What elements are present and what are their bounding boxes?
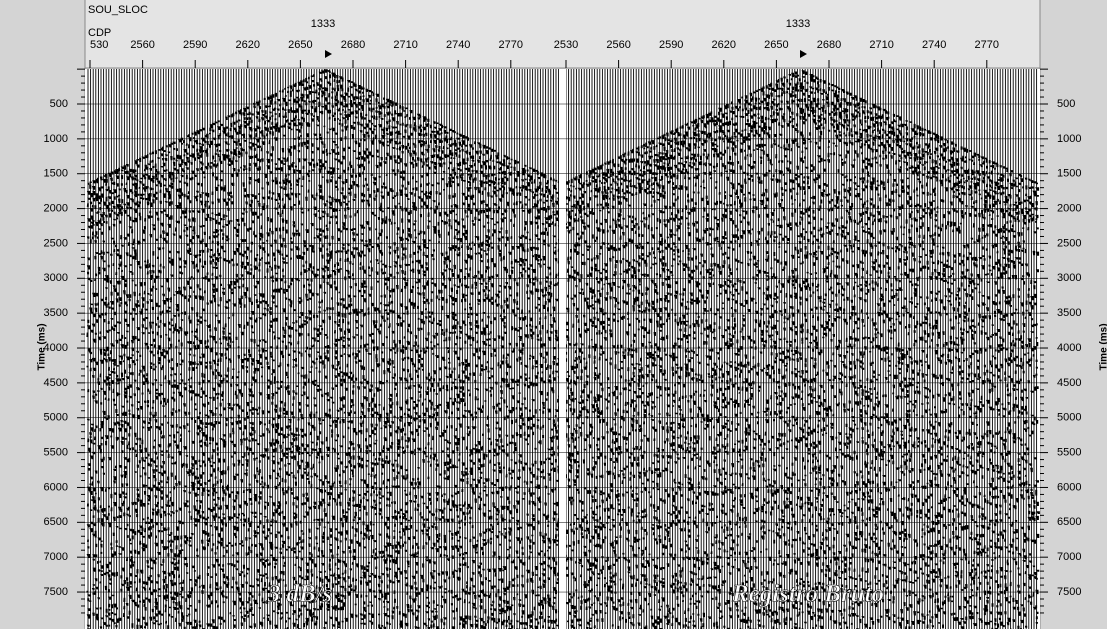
time-tick-label: 1500 xyxy=(44,168,68,180)
time-axis-label-right: Time (ms) xyxy=(1099,323,1107,370)
source-marker xyxy=(800,50,807,58)
panel-gap xyxy=(559,69,566,629)
time-tick-label-right: 500 xyxy=(1057,98,1075,110)
time-tick-label: 5000 xyxy=(44,412,68,424)
cdp-tick-label: 2620 xyxy=(712,39,736,51)
time-tick-label-right: 6000 xyxy=(1057,481,1081,493)
panel-annotation: Registro Bruto xyxy=(731,581,884,608)
time-tick-label: 7000 xyxy=(44,551,68,563)
cdp-tick-label: 2740 xyxy=(922,39,946,51)
cdp-tick-label: 2590 xyxy=(659,39,683,51)
source-label: 1333 xyxy=(786,18,810,30)
row-label: SOU_SLOC xyxy=(88,4,148,16)
time-tick-label-right: 3500 xyxy=(1057,307,1081,319)
time-tick-label-right: 7000 xyxy=(1057,551,1081,563)
time-tick-label-right: 7500 xyxy=(1057,586,1081,598)
cdp-tick-label: 2740 xyxy=(446,39,470,51)
panel-annotation: 3 dB/s xyxy=(267,581,333,608)
time-tick-label: 4000 xyxy=(44,342,68,354)
cdp-tick-label: 2680 xyxy=(817,39,841,51)
seismic-amplitude xyxy=(564,70,1040,629)
cdp-tick-label: 2710 xyxy=(869,39,893,51)
cdp-tick-label: 530 xyxy=(90,39,108,51)
cdp-tick-label: 2620 xyxy=(236,39,260,51)
time-tick-label-right: 6500 xyxy=(1057,516,1081,528)
time-tick-label: 3000 xyxy=(44,272,68,284)
time-tick-label-right: 2500 xyxy=(1057,237,1081,249)
time-tick-label-right: 5500 xyxy=(1057,447,1081,459)
axis-label: CDP xyxy=(88,27,111,39)
time-tick-label: 3500 xyxy=(44,307,68,319)
header-panel xyxy=(85,0,1040,68)
time-tick-label: 5500 xyxy=(44,447,68,459)
source-marker xyxy=(325,50,332,58)
time-tick-label-right: 4500 xyxy=(1057,377,1081,389)
time-tick-label-right: 1500 xyxy=(1057,168,1081,180)
cdp-tick-label: 2650 xyxy=(764,39,788,51)
source-label: 1333 xyxy=(311,18,335,30)
time-tick-label: 6000 xyxy=(44,481,68,493)
cdp-tick-label: 2770 xyxy=(499,39,523,51)
cdp-tick-label: 2560 xyxy=(130,39,154,51)
cdp-tick-label: 2770 xyxy=(975,39,999,51)
time-tick-label-right: 1000 xyxy=(1057,133,1081,145)
cdp-tick-label: 2590 xyxy=(183,39,207,51)
time-tick-label-right: 4000 xyxy=(1057,342,1081,354)
time-tick-label: 2500 xyxy=(44,237,68,249)
cdp-tick-label: 2560 xyxy=(606,39,630,51)
time-tick-label-right: 3000 xyxy=(1057,272,1081,284)
cdp-tick-label: 2680 xyxy=(341,39,365,51)
time-axis-label: Time (ms) xyxy=(37,323,48,370)
time-tick-label-right: 2000 xyxy=(1057,202,1081,214)
time-tick-label: 500 xyxy=(50,98,68,110)
time-tick-label-right: 5000 xyxy=(1057,412,1081,424)
time-tick-label: 1000 xyxy=(44,133,68,145)
time-tick-label: 6500 xyxy=(44,516,68,528)
cdp-tick-label: 2530 xyxy=(554,39,578,51)
cdp-tick-label: 2650 xyxy=(288,39,312,51)
time-tick-label: 4500 xyxy=(44,377,68,389)
cdp-tick-label: 2710 xyxy=(393,39,417,51)
time-tick-label: 2000 xyxy=(44,202,68,214)
time-tick-label: 7500 xyxy=(44,586,68,598)
